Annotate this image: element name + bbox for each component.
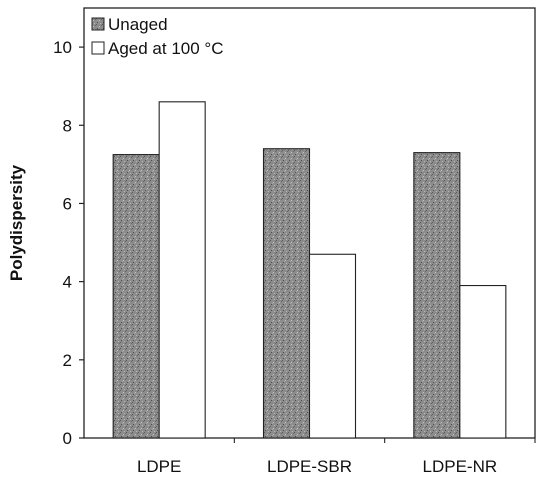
legend-label: Unaged: [108, 15, 168, 34]
x-tick-label: LDPE-SBR: [267, 457, 352, 476]
y-tick-label: 2: [63, 351, 72, 370]
x-tick-label: LDPE-NR: [423, 457, 498, 476]
bar-unaged-ldpe-nr: [413, 152, 461, 439]
y-axis-title: Polydispersity: [7, 164, 26, 281]
y-tick-label: 4: [63, 273, 72, 292]
y-tick-label: 8: [63, 116, 72, 135]
x-tick-label: LDPE: [137, 457, 181, 476]
bar-aged-ldpe: [158, 101, 206, 439]
legend-label: Aged at 100 °C: [108, 39, 224, 58]
y-tick-label: 6: [63, 194, 72, 213]
bar-unaged-ldpe: [112, 154, 160, 439]
bar-unaged-ldpe-sbr: [262, 148, 311, 439]
legend-swatch-unaged: [91, 17, 105, 31]
y-tick-label: 10: [53, 38, 72, 57]
bar-aged-ldpe-sbr: [308, 253, 357, 439]
legend-swatch-aged: [91, 41, 105, 55]
bar-aged-ldpe-nr: [459, 284, 507, 439]
legend: Unaged Aged at 100 °C: [91, 15, 224, 58]
y-tick-label: 0: [63, 429, 72, 448]
